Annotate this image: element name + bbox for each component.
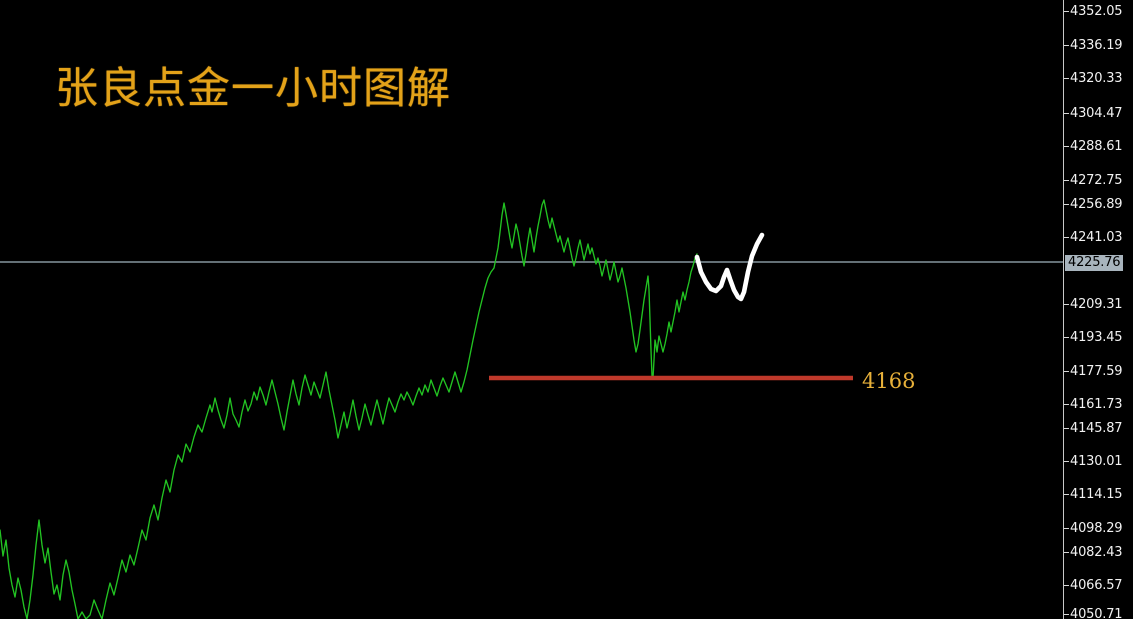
tick-label: 4098.29	[1070, 520, 1123, 536]
tick-label: 4050.71	[1070, 606, 1123, 619]
tick-label: 4272.75	[1070, 172, 1123, 188]
tick-label: 4114.15	[1070, 486, 1123, 502]
price-axis-tick: 4193.45	[1064, 329, 1123, 345]
tick-mark	[1064, 527, 1069, 529]
price-axis-tick: 4352.05	[1064, 3, 1123, 19]
tick-label: 4161.73	[1070, 396, 1123, 412]
tick-label: 4304.47	[1070, 105, 1123, 121]
tick-mark	[1064, 44, 1069, 46]
tick-label: 4209.31	[1070, 296, 1123, 312]
tick-mark	[1064, 370, 1069, 372]
price-axis-tick: 4272.75	[1064, 172, 1123, 188]
price-axis-tick: 4130.01	[1064, 453, 1123, 469]
tick-label: 4082.43	[1070, 544, 1123, 560]
price-axis-tick: 4256.89	[1064, 196, 1123, 212]
w-pattern-annotation[interactable]	[694, 232, 765, 302]
tick-label: 4193.45	[1070, 329, 1123, 345]
tick-mark	[1064, 551, 1069, 553]
price-axis-tick: 4050.71	[1064, 606, 1123, 619]
chart-canvas	[0, 199, 1063, 619]
price-line-series	[0, 199, 698, 619]
support-level-label: 4168	[862, 369, 916, 393]
price-axis-tick: 4320.33	[1064, 70, 1123, 86]
price-axis-tick: 4145.87	[1064, 420, 1123, 436]
price-axis-tick: 4098.29	[1064, 520, 1123, 536]
tick-mark	[1064, 303, 1069, 305]
price-axis-tick: 4209.31	[1064, 296, 1123, 312]
chart-plot-area[interactable]	[0, 0, 1063, 619]
tick-mark	[1064, 336, 1069, 338]
tick-mark	[1064, 613, 1069, 615]
tick-mark	[1064, 77, 1069, 79]
price-axis-tick: 4082.43	[1064, 544, 1123, 560]
price-axis-tick: 4304.47	[1064, 105, 1123, 121]
page-title: 张良点金一小时图解	[55, 64, 451, 114]
tick-label: 4241.03	[1070, 229, 1123, 245]
tick-label: 4130.01	[1070, 453, 1123, 469]
tick-label: 4320.33	[1070, 70, 1123, 86]
tick-mark	[1064, 427, 1069, 429]
tick-mark	[1064, 145, 1069, 147]
tick-mark	[1064, 10, 1069, 12]
tick-mark	[1064, 460, 1069, 462]
tick-mark	[1064, 179, 1069, 181]
tick-label: 4256.89	[1070, 196, 1123, 212]
tick-mark	[1064, 584, 1069, 586]
tick-mark	[1064, 203, 1069, 205]
current-price-value: 4225.76	[1065, 254, 1124, 271]
tick-mark	[1064, 403, 1069, 405]
price-axis-tick: 4288.61	[1064, 138, 1123, 154]
price-axis-tick: 4114.15	[1064, 486, 1123, 502]
price-axis-tick: 4336.19	[1064, 37, 1123, 53]
tick-mark	[1064, 236, 1069, 238]
tick-label: 4336.19	[1070, 37, 1123, 53]
price-axis-tick: 4066.57	[1064, 577, 1123, 593]
current-price-badge: 4225.76	[1065, 254, 1124, 271]
tick-label: 4288.61	[1070, 138, 1123, 154]
price-axis-tick: 4177.59	[1064, 363, 1123, 379]
tick-label: 4066.57	[1070, 577, 1123, 593]
tick-label: 4352.05	[1070, 3, 1123, 19]
tick-mark	[1064, 493, 1069, 495]
price-axis-tick: 4161.73	[1064, 396, 1123, 412]
tick-label: 4177.59	[1070, 363, 1123, 379]
tick-label: 4145.87	[1070, 420, 1123, 436]
tick-mark	[1064, 112, 1069, 114]
price-axis-tick: 4241.03	[1064, 229, 1123, 245]
price-axis[interactable]: 4352.05 4336.19 4320.33 4304.47 4288.61 4272.…	[1063, 0, 1133, 619]
